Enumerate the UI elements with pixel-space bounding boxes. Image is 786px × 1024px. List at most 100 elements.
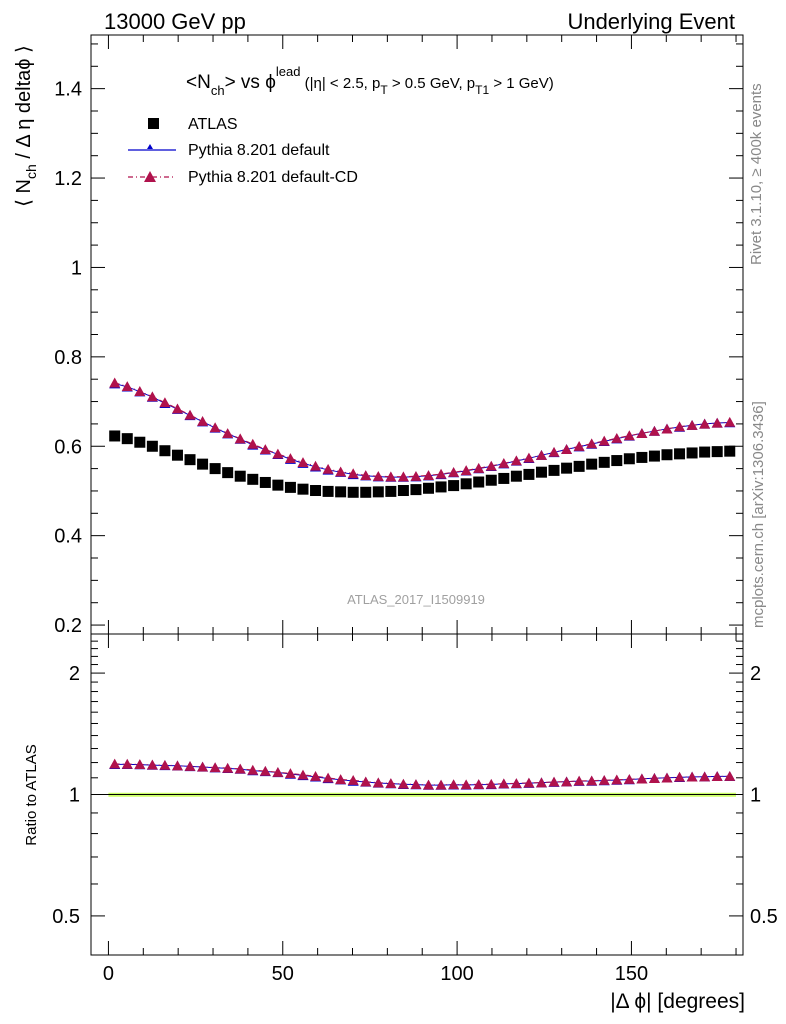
- main-data-point: [222, 467, 234, 479]
- ratio-data-point: [711, 771, 723, 782]
- ratio-data-point: [523, 777, 535, 788]
- main-data-point: [573, 460, 585, 472]
- main-data-point: [259, 476, 271, 488]
- legend-marker-pythia-cd: [144, 171, 156, 182]
- main-axis-ticks: 0.2 0.4 0.6 0.8 1 1.2 1.4: [54, 35, 743, 637]
- ratio-data-point: [699, 771, 711, 782]
- ratio-axis-ticks: 0.5 0.5 1 1 2 2 0 50 100 150: [52, 634, 778, 985]
- ratio-data-point: [184, 761, 196, 771]
- main-data-point: [448, 480, 460, 492]
- main-data-point: [636, 428, 648, 438]
- main-data-point: [598, 435, 610, 446]
- ratio-data-point: [121, 758, 133, 769]
- main-data-point: [184, 454, 196, 466]
- ratio-data-point: [322, 772, 334, 783]
- ratio-data-point: [561, 776, 573, 787]
- header-left: 13000 GeV pp: [104, 9, 246, 34]
- main-data-point: [473, 462, 485, 473]
- main-data-point: [146, 440, 158, 452]
- ratio-y-tick-label-right: 1: [750, 785, 761, 807]
- x-tick-label: 50: [272, 963, 294, 985]
- ratio-data-point: [197, 761, 209, 772]
- main-data-point: [423, 470, 435, 480]
- main-data-point: [561, 462, 573, 474]
- ratio-data-point: [134, 759, 146, 769]
- main-data-point: [109, 377, 121, 388]
- main-data-point: [623, 453, 635, 465]
- main-data-point: [535, 449, 547, 460]
- main-data-point: [674, 448, 686, 460]
- ratio-data-point: [297, 769, 309, 780]
- ratio-y-axis-label: Ratio to ATLAS: [23, 744, 40, 845]
- main-y-axis-label: ⟨ Nch / Δ η deltaϕ ⟩: [13, 45, 39, 207]
- ratio-data-point: [385, 778, 397, 788]
- main-y-tick-label: 0.2: [54, 615, 82, 637]
- main-data-point: [548, 464, 560, 476]
- main-data-point: [159, 397, 171, 408]
- main-data-point: [623, 430, 635, 441]
- ratio-data-point: [347, 774, 359, 785]
- legend-marker-atlas: [148, 118, 159, 129]
- main-data-point: [310, 460, 322, 471]
- main-data-point: [184, 409, 196, 420]
- ratio-data-point: [485, 778, 497, 789]
- ratio-y-tick-label-left: 0.5: [52, 906, 80, 928]
- ratio-data-point: [674, 771, 686, 782]
- main-data-point: [485, 460, 497, 471]
- main-data-point: [310, 485, 322, 497]
- ratio-data-point: [209, 762, 221, 773]
- main-data-point: [209, 422, 221, 433]
- main-data-point: [385, 485, 397, 497]
- main-data-point: [648, 425, 660, 436]
- main-data-point: [448, 466, 460, 477]
- main-data-point: [661, 423, 673, 434]
- ratio-data-point: [397, 778, 409, 789]
- main-data-point: [510, 455, 522, 466]
- main-data-point: [435, 481, 447, 493]
- ratio-data-point: [159, 759, 171, 770]
- x-tick-label: 150: [615, 963, 648, 985]
- main-data-point: [586, 438, 598, 449]
- header-right: Underlying Event: [567, 9, 735, 34]
- main-y-tick-label: 1: [71, 257, 82, 279]
- main-data-point: [535, 466, 547, 478]
- main-data-point: [498, 458, 510, 468]
- main-data-point: [121, 381, 133, 392]
- main-data-point: [222, 428, 234, 438]
- main-y-tick-label: 0.6: [54, 436, 82, 458]
- main-data-point: [711, 446, 723, 458]
- x-axis-label: |Δ ϕ| [degrees]: [610, 990, 745, 1013]
- main-data-point: [460, 478, 472, 490]
- ratio-data-point: [598, 774, 610, 785]
- main-data-point: [636, 451, 648, 463]
- main-data-point: [648, 450, 660, 462]
- main-data-point: [297, 457, 309, 468]
- main-y-tick-label: 1.2: [54, 168, 82, 190]
- main-data-point: [410, 484, 422, 496]
- legend-label-pythia-cd: Pythia 8.201 default-CD: [188, 169, 358, 186]
- main-data-point: [711, 417, 723, 428]
- main-data-point: [372, 470, 384, 481]
- main-data-point: [272, 448, 284, 459]
- ratio-data-point: [146, 759, 158, 770]
- main-data-point: [699, 418, 711, 429]
- main-data-point: [259, 444, 271, 455]
- ratio-series-line: [114, 763, 730, 786]
- ratio-data-point: [573, 775, 585, 786]
- main-data-point: [460, 465, 472, 476]
- ratio-data-point: [234, 763, 246, 774]
- main-data-point: [611, 455, 623, 467]
- ratio-data-point: [548, 776, 560, 787]
- main-data-point: [360, 486, 372, 498]
- main-data-point: [561, 444, 573, 455]
- ratio-data-point: [448, 779, 460, 790]
- main-data-point: [247, 473, 259, 485]
- main-data-point: [335, 466, 347, 477]
- ratio-data-point: [360, 776, 372, 787]
- main-data-point: [272, 479, 284, 491]
- ratio-data-point: [460, 779, 472, 790]
- ratio-data-point: [372, 777, 384, 788]
- main-y-tick-label: 1.4: [54, 79, 82, 101]
- main-data-point: [423, 482, 435, 494]
